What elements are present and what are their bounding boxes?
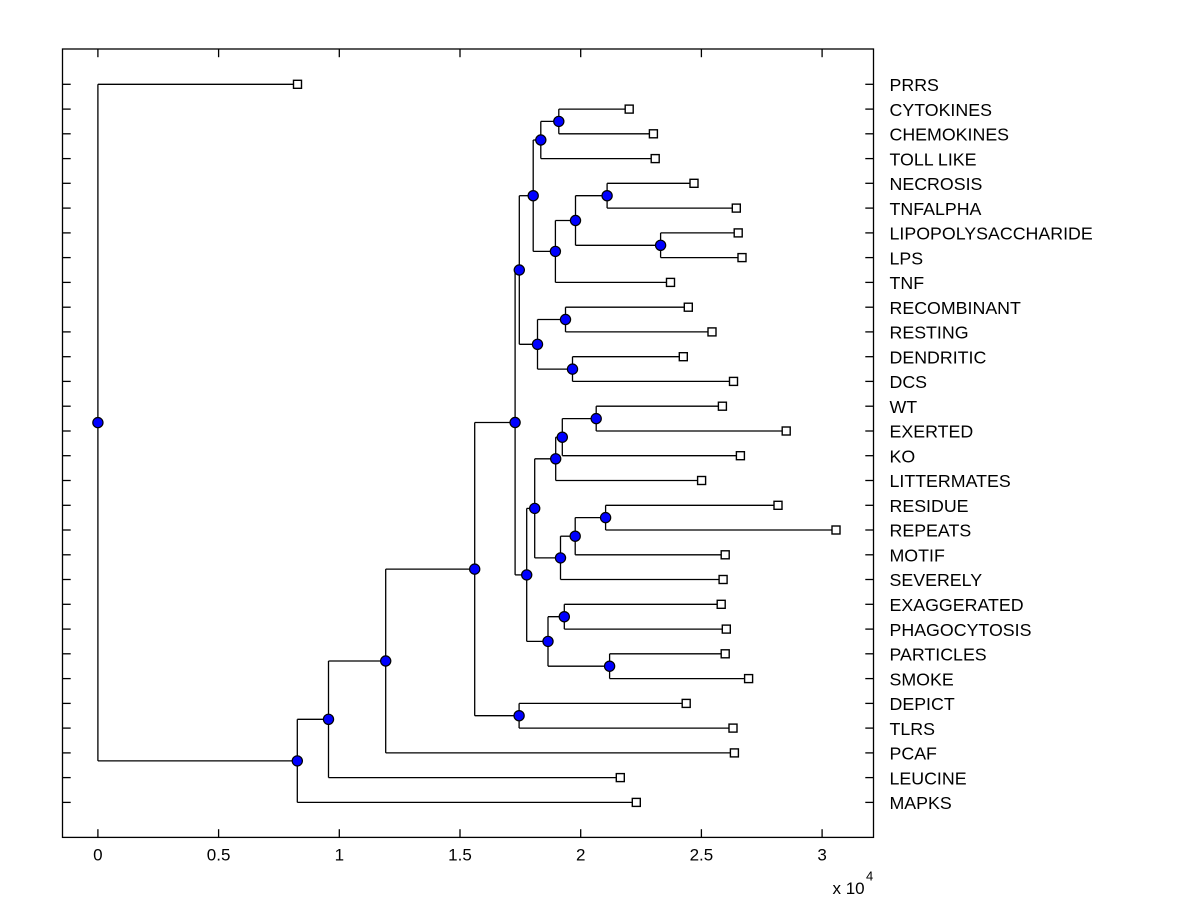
svg-text:DENDRITIC: DENDRITIC [890,347,987,367]
svg-text:4: 4 [866,869,873,884]
svg-text:LPS: LPS [890,248,924,268]
svg-text:NECROSIS: NECROSIS [890,174,983,194]
svg-text:RECOMBINANT: RECOMBINANT [890,298,1022,318]
svg-text:TLRS: TLRS [890,719,936,739]
svg-text:3: 3 [817,845,826,864]
svg-text:2.5: 2.5 [690,845,714,864]
svg-text:CHEMOKINES: CHEMOKINES [890,125,1010,145]
svg-text:2: 2 [576,845,585,864]
svg-text:DCS: DCS [890,372,928,392]
svg-text:RESTING: RESTING [890,323,969,343]
svg-text:LITTERMATES: LITTERMATES [890,471,1011,491]
svg-text:EXERTED: EXERTED [890,422,974,442]
svg-text:PCAF: PCAF [890,744,938,764]
svg-text:0: 0 [93,845,102,864]
svg-text:PHAGOCYTOSIS: PHAGOCYTOSIS [890,620,1032,640]
svg-text:EXAGGERATED: EXAGGERATED [890,595,1024,615]
svg-text:PRRS: PRRS [890,75,940,95]
svg-text:SMOKE: SMOKE [890,669,954,689]
svg-text:TNF: TNF [890,273,925,293]
svg-text:TNFALPHA: TNFALPHA [890,199,982,219]
svg-text:0.5: 0.5 [207,845,231,864]
svg-text:PARTICLES: PARTICLES [890,645,987,665]
svg-text:RESIDUE: RESIDUE [890,496,969,516]
svg-text:KO: KO [890,446,916,466]
svg-text:x 10: x 10 [833,879,865,898]
svg-text:1.5: 1.5 [448,845,472,864]
svg-text:TOLL LIKE: TOLL LIKE [890,149,977,169]
svg-text:WT: WT [890,397,918,417]
svg-text:LIPOPOLYSACCHARIDE: LIPOPOLYSACCHARIDE [890,224,1093,244]
svg-text:SEVERELY: SEVERELY [890,570,983,590]
svg-text:1: 1 [335,845,344,864]
svg-text:LEUCINE: LEUCINE [890,768,967,788]
svg-text:DEPICT: DEPICT [890,694,955,714]
svg-text:CYTOKINES: CYTOKINES [890,100,993,120]
svg-text:REPEATS: REPEATS [890,521,972,541]
svg-text:MAPKS: MAPKS [890,793,952,813]
svg-text:MOTIF: MOTIF [890,546,945,566]
